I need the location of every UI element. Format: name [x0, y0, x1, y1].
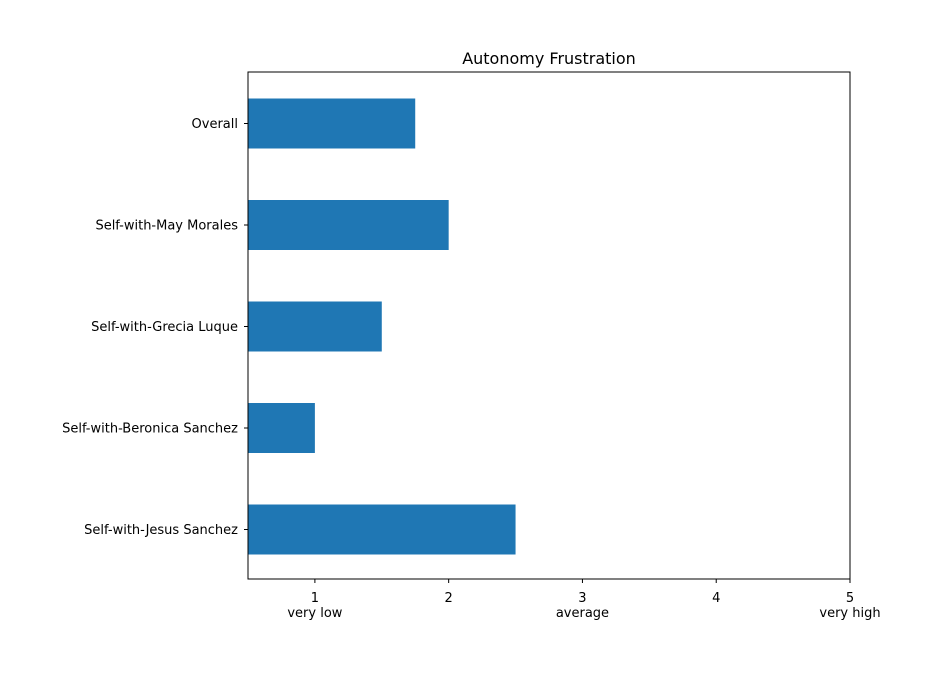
bar-1 [248, 200, 449, 250]
axes-layer: Overall Self-with-May Morales Self-with-Gr… [62, 117, 881, 621]
x-tick-label-2: 3 [578, 591, 586, 606]
bar-4 [248, 504, 516, 555]
x-tick-sublabel-4: very high [819, 606, 880, 621]
y-tick-label-3: Self-with-Beronica Sanchez [62, 422, 238, 437]
y-tick-label-2: Self-with-Grecia Luque [91, 320, 238, 335]
y-tick-label-4: Self-with-Jesus Sanchez [84, 523, 238, 538]
x-tick-sublabel-2: average [556, 606, 609, 621]
x-tick-label-3: 4 [712, 591, 720, 606]
x-tick-label-4: 5 [846, 591, 854, 606]
bars-layer [248, 98, 516, 555]
bar-2 [248, 301, 382, 352]
bar-0 [248, 98, 416, 149]
x-tick-sublabel-0: very low [287, 606, 342, 621]
y-tick-label-1: Self-with-May Morales [95, 219, 238, 234]
chart-title: Autonomy Frustration [462, 49, 636, 68]
x-tick-label-0: 1 [311, 591, 319, 606]
plot-frame [247, 71, 851, 580]
bar-3 [248, 403, 315, 453]
y-tick-label-0: Overall [192, 117, 238, 132]
x-tick-label-1: 2 [445, 591, 453, 606]
